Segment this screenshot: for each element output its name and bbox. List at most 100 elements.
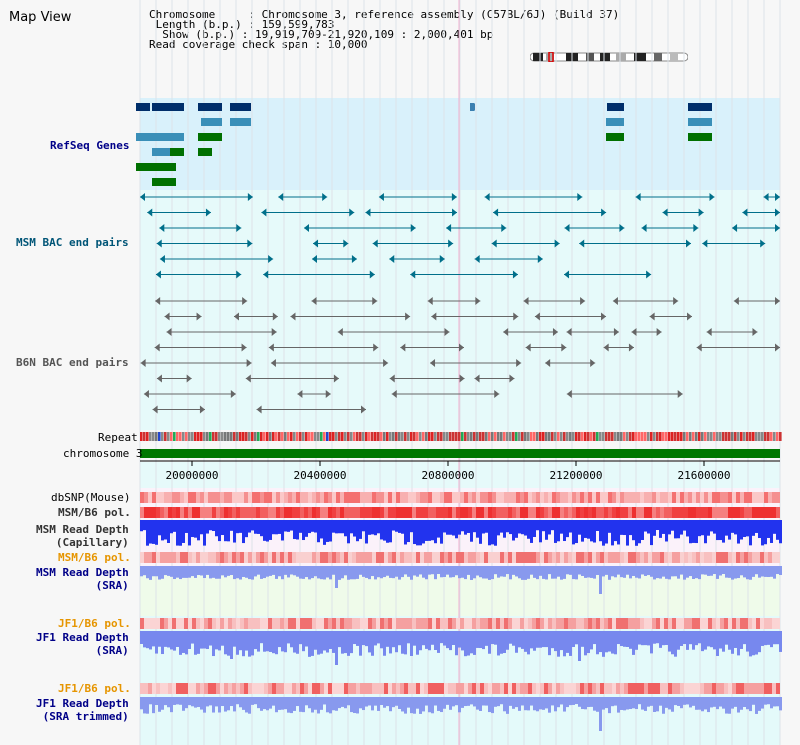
msm-bac-track[interactable]	[140, 193, 780, 279]
msm-bac-pair-end	[410, 270, 416, 279]
jf1-trim-depth-bar	[662, 697, 665, 714]
repeat-block	[767, 432, 770, 441]
heatmap-tracks[interactable]	[140, 492, 780, 694]
msm-pol-cell	[260, 507, 264, 518]
dbsnp-cell	[380, 492, 384, 503]
msm-pol-cell	[420, 507, 424, 518]
jf1-sra-depth-bar	[377, 631, 380, 644]
msm-bac-pair-end	[448, 239, 454, 248]
msm-pol-cell	[568, 507, 572, 518]
jf1-pol-cell	[160, 683, 164, 694]
jf1-pol-cell	[348, 683, 352, 694]
jf1-pol-cell	[352, 618, 356, 629]
msm-pol-cell	[312, 507, 316, 518]
repeat-block	[641, 432, 644, 441]
b6n-bac-pair-end	[372, 297, 378, 305]
msm-pol-cell	[344, 552, 348, 563]
repeat-block	[683, 432, 686, 441]
msm-pol-cell	[176, 507, 180, 518]
jf1-sra-depth-bar	[413, 631, 416, 646]
msm-sra-depth-bar	[146, 566, 149, 579]
repeat-block	[755, 432, 758, 441]
dbsnp-cell	[492, 492, 496, 503]
msm-cap-depth-bar	[563, 520, 566, 542]
repeat-block	[659, 432, 662, 441]
msm-cap-depth-bar	[326, 520, 329, 542]
jf1-trim-depth-bar	[290, 697, 293, 714]
jf1-trim-depth-bar	[632, 697, 635, 709]
msm-sra-depth-bar	[686, 566, 689, 578]
jf1-pol-cell	[512, 618, 516, 629]
jf1-sra-depth-bar	[167, 631, 170, 648]
jf1-trim-depth-bar	[158, 697, 161, 712]
depth-tracks[interactable]	[140, 520, 782, 731]
msm-cap-depth-bar	[488, 520, 491, 546]
msm-sra-depth-bar	[335, 566, 338, 588]
msm-cap-depth-bar	[200, 520, 203, 535]
msm-pol-cell	[400, 552, 404, 563]
msm-cap-depth-bar	[230, 520, 233, 531]
jf1-trim-depth-bar	[389, 697, 392, 712]
b6n-bac-track[interactable]	[140, 297, 780, 414]
repeat-block	[743, 432, 746, 441]
msm-pol-cell	[328, 552, 332, 563]
msm-pol-cell	[296, 507, 300, 518]
jf1-trim-depth-bar	[494, 697, 497, 707]
msm-cap-depth-bar	[608, 520, 611, 533]
repeat-block	[419, 432, 422, 441]
dbsnp-cell	[652, 492, 656, 503]
msm-pol-cell	[304, 507, 308, 518]
jf1-sra-depth-bar	[251, 631, 254, 656]
msm-sra-depth-bar	[272, 566, 275, 575]
jf1-pol-cell	[376, 618, 380, 629]
msm-pol-cell	[200, 552, 204, 563]
repeat-block	[428, 432, 431, 441]
refseq-gene	[136, 103, 150, 111]
msm-sra-depth-bar	[635, 566, 638, 578]
msm-pol-cell	[224, 507, 228, 518]
refseq-gene	[607, 103, 624, 111]
jf1-pol-cell	[472, 683, 476, 694]
msm-sra-depth-bar	[257, 566, 260, 575]
jf1-pol-cell	[432, 618, 436, 629]
msm-sra-depth-bar	[554, 566, 557, 579]
jf1-sra-depth-bar	[629, 631, 632, 649]
msm-sra-depth-bar	[629, 566, 632, 579]
jf1-pol-cell	[140, 618, 144, 629]
msm-sra-depth-bar	[740, 566, 743, 576]
dbsnp-cell	[204, 492, 208, 503]
msm-cap-depth-bar	[209, 520, 212, 531]
jf1-pol-cell	[716, 618, 720, 629]
repeat-block	[509, 432, 512, 441]
jf1-trim-depth-bar	[332, 697, 335, 711]
jf1-sra-depth-bar	[656, 631, 659, 644]
b6n-bac-pair-end	[389, 374, 395, 383]
refseq-gene	[152, 178, 176, 186]
jf1-sra-depth-bar	[701, 631, 704, 652]
msm-sra-depth-bar	[491, 566, 494, 580]
jf1-pol-cell	[588, 683, 592, 694]
msm-cap-depth-bar	[725, 520, 728, 536]
repeat-track[interactable]	[140, 432, 782, 441]
jf1-sra-depth-bar	[329, 631, 332, 649]
jf1-trim-depth-bar	[710, 697, 713, 708]
repeat-block	[395, 432, 398, 441]
repeat-block	[284, 432, 287, 441]
jf1-trim-depth-bar	[470, 697, 473, 705]
msm-pol-cell	[756, 507, 760, 518]
jf1-trim-depth-bar	[557, 697, 560, 708]
msm-pol-cell	[140, 552, 144, 563]
msm-sra-depth-bar	[500, 566, 503, 577]
refseq-gene	[230, 103, 251, 111]
jf1-sra-depth-bar	[431, 631, 434, 645]
msm-sra-depth-bar	[626, 566, 629, 575]
refseq-genes-track[interactable]	[136, 103, 712, 186]
chromosome-bar[interactable]	[140, 449, 780, 458]
chromosome-ideogram[interactable]	[530, 52, 688, 62]
repeat-block	[257, 432, 260, 441]
msm-cap-depth-bar	[578, 520, 581, 535]
msm-pol-cell	[268, 507, 272, 518]
jf1-trim-depth-bar	[707, 697, 710, 713]
jf1-trim-depth-bar	[419, 697, 422, 714]
